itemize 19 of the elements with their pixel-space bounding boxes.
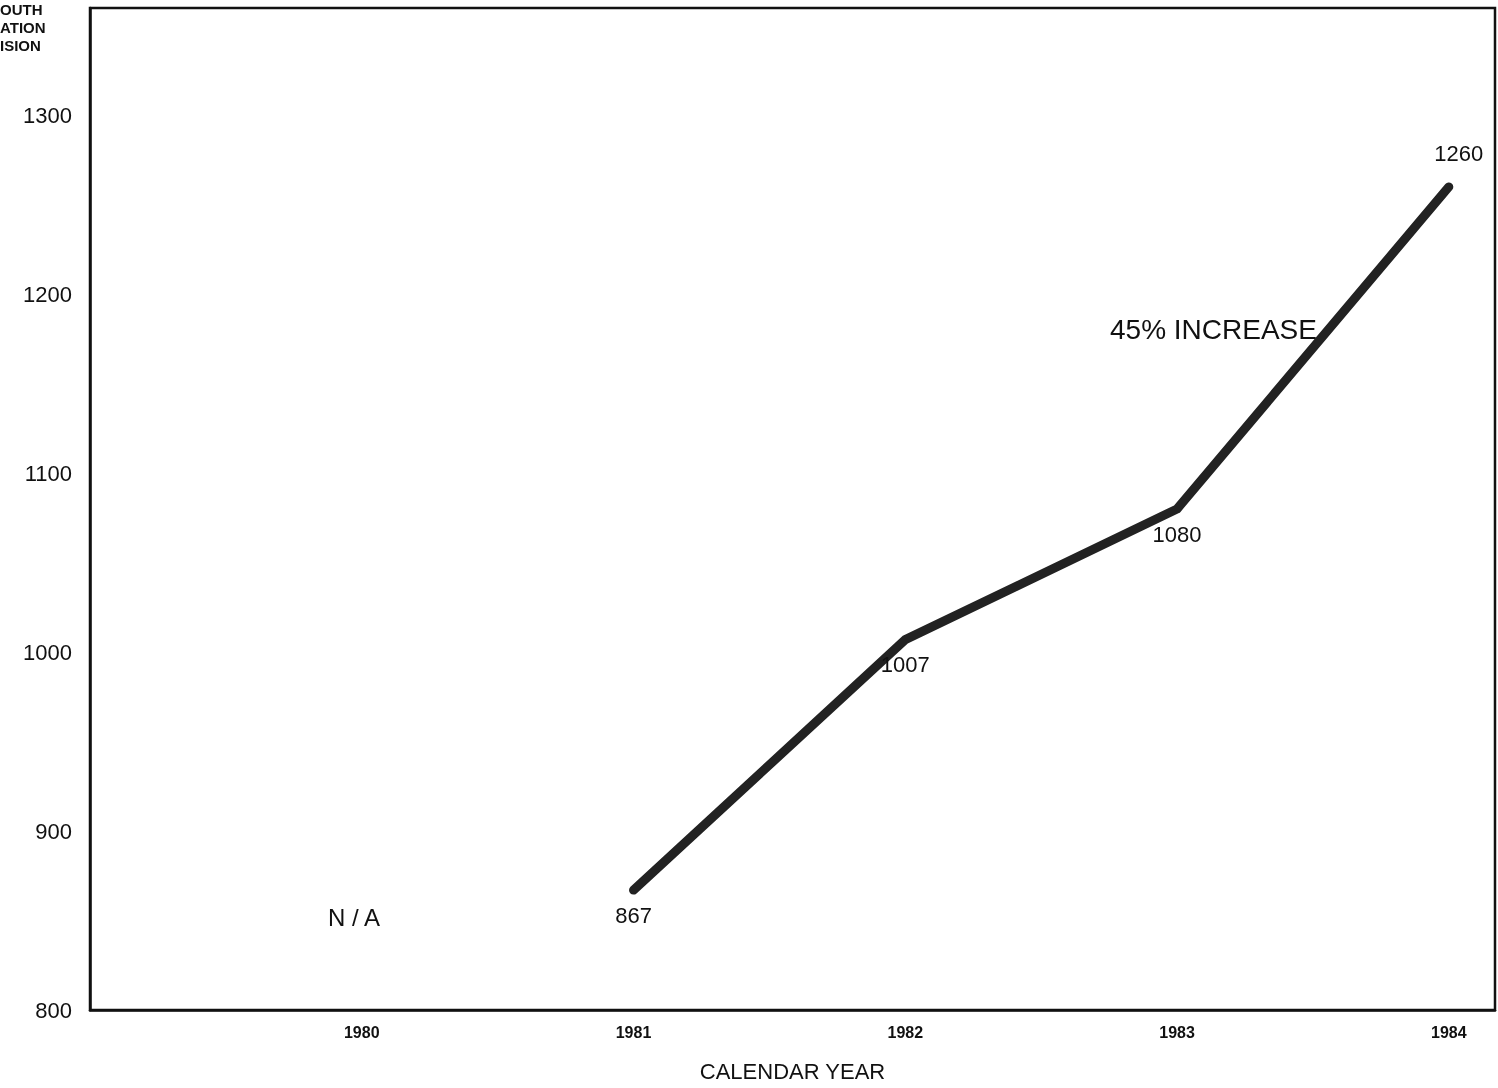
y-tick-label: 800 (35, 997, 72, 1023)
data-label: 1260 (1434, 141, 1484, 167)
x-tick-label: 1980 (343, 1023, 380, 1041)
y-tick-label: 1000 (23, 639, 72, 665)
annotation: 45% INCREASE (1110, 313, 1317, 345)
data-label: 1080 (1152, 521, 1202, 547)
data-label: 1007 (880, 652, 930, 678)
data-label: 867 (615, 902, 652, 928)
x-axis-title: CALENDAR YEAR (699, 1058, 886, 1084)
y-tick-label: 1200 (23, 281, 72, 307)
y-tick-label: 1300 (23, 102, 72, 128)
x-tick-label: 1982 (887, 1023, 924, 1041)
annotation: N / A (328, 903, 381, 931)
y-tick-label: 1100 (24, 460, 72, 486)
x-tick-label: 1983 (1159, 1023, 1195, 1041)
y-tick-label: 900 (35, 818, 72, 844)
x-tick-label: 1984 (1431, 1023, 1467, 1041)
x-tick-label: 1981 (615, 1023, 652, 1041)
y-axis-title: OUTH ATION ISION (0, 0, 46, 54)
